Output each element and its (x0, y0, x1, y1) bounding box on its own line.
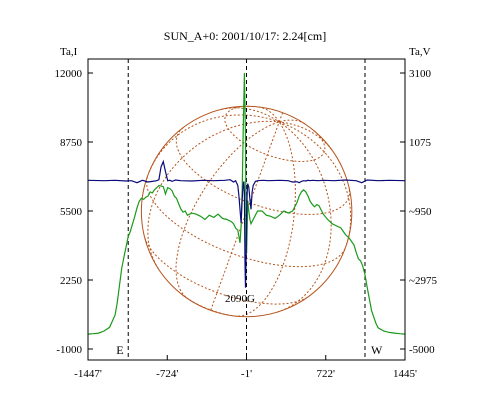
longitude-line (279, 121, 352, 245)
longitude-line (210, 121, 280, 311)
longitude-line (279, 121, 332, 150)
latitude-line (175, 127, 350, 215)
right-tick-label: 3100 (409, 68, 432, 80)
left-axis-ticks: 12000 8750 5500 2250 -1000 (55, 68, 93, 356)
longitude-line (148, 114, 280, 173)
right-tick-label: 1075 (409, 137, 432, 149)
right-tick-label: -5000 (409, 344, 435, 356)
left-axis-label: Ta,I (60, 46, 78, 58)
chart-title: SUN_A+0: 2001/10/17: 2.24[cm] (164, 29, 326, 43)
left-tick-label: 5500 (60, 206, 83, 218)
longitude-line (258, 106, 280, 123)
longitude-line (147, 120, 280, 270)
longitude-line (279, 119, 306, 125)
left-tick-label: 8750 (60, 137, 83, 149)
right-axis-label: Ta,V (409, 46, 431, 58)
latitude-line (144, 237, 308, 305)
x-tick-label: -724' (156, 368, 178, 380)
left-tick-label: 12000 (55, 68, 83, 80)
x-tick-label: -1447' (74, 368, 102, 380)
longitude-line (175, 121, 280, 298)
longitude-line (278, 112, 284, 123)
x-tick-label: 1445' (393, 368, 417, 380)
latitude-line (182, 294, 242, 318)
series-line-ta-i (87, 72, 406, 335)
marker-label: E (116, 343, 123, 357)
x-axis-ticks: -1447' -724' -1' 722' 1445' (74, 355, 417, 380)
disk-limb (140, 105, 353, 318)
solar-disk (140, 105, 353, 318)
marker-label: W (371, 343, 383, 357)
x-tick-label: -1' (241, 368, 252, 380)
longitude-line (221, 107, 280, 123)
longitude-line (277, 121, 332, 313)
right-tick-label: ~2975 (409, 275, 437, 287)
right-axis-ticks: 3100 1075 ~950 ~2975 -5000 (400, 68, 437, 356)
left-tick-label: 2250 (60, 275, 83, 287)
x-tick-label: 722' (317, 368, 336, 380)
longitude-line (238, 121, 296, 317)
right-tick-label: ~950 (409, 206, 432, 218)
series-layer (87, 72, 406, 335)
left-tick-label: -1000 (56, 344, 82, 356)
series-line-ta-v (87, 159, 406, 288)
field-annotation: 2090G (225, 293, 255, 305)
